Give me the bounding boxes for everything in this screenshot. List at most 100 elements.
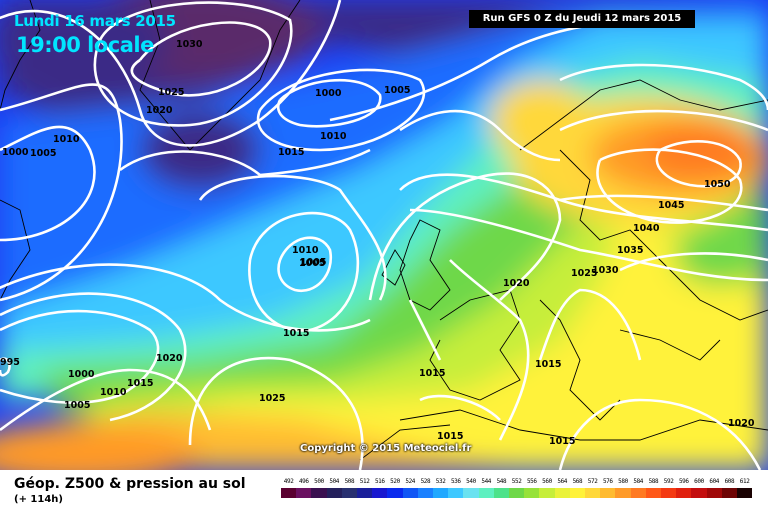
scale-label: 508 [344,478,355,485]
isobar-labels: 1030 1025 1020 1000 1005 1010 1005 1000 … [0,39,755,447]
isobar-label: 1010 [53,134,80,145]
scale-label: 584 [633,478,643,485]
scale-label: 548 [496,478,507,485]
scale-swatch [387,488,403,498]
isobar-label: 1050 [704,179,731,190]
isobar-label: 1025 [259,393,285,404]
isobars [0,0,768,470]
scale-swatch [615,488,631,498]
scale-swatch [539,488,555,498]
isobar-label: 1035 [617,245,643,256]
scale-swatch [509,488,525,498]
scale-swatch [585,488,601,498]
scale-swatch [478,488,494,498]
isobar-label: 1005 [64,400,90,411]
isobar-label: 1025 [571,268,597,279]
map-title: Géop. Z500 & pression au sol [14,476,246,492]
isobar-label: 1020 [503,278,530,289]
isobar-label: 1020 [156,353,183,364]
scale-label: 528 [420,478,431,485]
scale-swatch [448,488,464,498]
scale-label: 520 [390,478,400,485]
scale-swatch [372,488,388,498]
scale-swatch [676,488,692,498]
scale-swatch [357,488,373,498]
scale-swatch [691,488,707,498]
scale-swatch [417,488,433,498]
scale-label: 568 [572,478,583,485]
isobar-label: 1015 [419,368,445,379]
scale-swatch [493,488,509,498]
isobar-label: 1020 [146,105,173,116]
isobar-label: 1010 [292,245,319,256]
copyright-notice: Copyright © 2015 Meteociel.fr [300,443,472,454]
scale-swatch [661,488,677,498]
scale-label: 524 [405,478,415,485]
scale-swatch [569,488,585,498]
scale-label: 492 [283,478,294,485]
scale-label: 516 [374,478,385,485]
scale-swatch [341,488,357,498]
model-run-label: Run GFS 0 Z du Jeudi 12 mars 2015 [469,10,695,28]
scale-swatch [645,488,661,498]
scale-swatch [402,488,418,498]
isobar-label: 1005 [30,148,56,159]
scale-label: 500 [314,478,324,485]
isobar-label: 1015 [535,359,561,370]
scale-swatch [524,488,540,498]
scale-label: 544 [481,478,491,485]
scale-label: 512 [359,478,370,485]
scale-swatch [721,488,737,498]
scale-label: 552 [511,478,522,485]
scale-label: 564 [557,478,567,485]
scale-swatch [554,488,570,498]
isobar-label: 1015 [127,378,153,389]
scale-label: 576 [602,478,613,485]
scale-label: 596 [678,478,689,485]
scale-swatch [326,488,342,498]
scale-label: 540 [466,478,476,485]
scale-swatch [433,488,449,498]
scale-swatch [281,488,297,498]
scale-label: 504 [329,478,339,485]
scale-label: 608 [724,478,735,485]
isobar-label: 995 [0,357,20,368]
scale-label: 580 [618,478,628,485]
isobar-label: 1000 [68,369,95,380]
lead-time: (+ 114h) [14,494,63,505]
scale-label: 600 [694,478,704,485]
isobar-label: 1030 [176,39,203,50]
isobar-label: 1015 [549,436,575,447]
isobar-label: 1005 [299,258,325,269]
isobar-label: 1015 [437,431,463,442]
isobar-label: 1045 [658,200,684,211]
isobar-label: 1020 [728,418,755,429]
scale-swatch [630,488,646,498]
scale-label: 588 [648,478,659,485]
scale-label: 496 [298,478,309,485]
scale-label: 592 [663,478,674,485]
isobar-label: 1000 [2,147,29,158]
scale-label: 612 [739,478,750,485]
forecast-time: 19:00 locale [16,33,154,57]
isobar-label: 1010 [100,387,127,398]
scale-swatch [706,488,722,498]
isobar-label: 1030 [592,265,619,276]
scale-label: 604 [709,478,719,485]
isobar-label: 1015 [278,147,304,158]
scale-label: 572 [587,478,598,485]
scale-label: 560 [542,478,552,485]
weather-map: 1030 1025 1020 1000 1005 1010 1005 1000 … [0,0,768,470]
forecast-date: Lundi 16 mars 2015 [14,12,176,30]
isobar-label: 1015 [283,328,309,339]
isobar-label: 1025 [158,87,184,98]
isobar-label: 1005 [300,257,326,268]
scale-label: 532 [435,478,446,485]
isobar-label: 1010 [320,131,347,142]
isobar-label: 1000 [315,88,342,99]
isobar-label: 1040 [633,223,660,234]
isobar-label: 1005 [384,85,410,96]
scale-swatch [311,488,327,498]
scale-swatch [296,488,312,498]
